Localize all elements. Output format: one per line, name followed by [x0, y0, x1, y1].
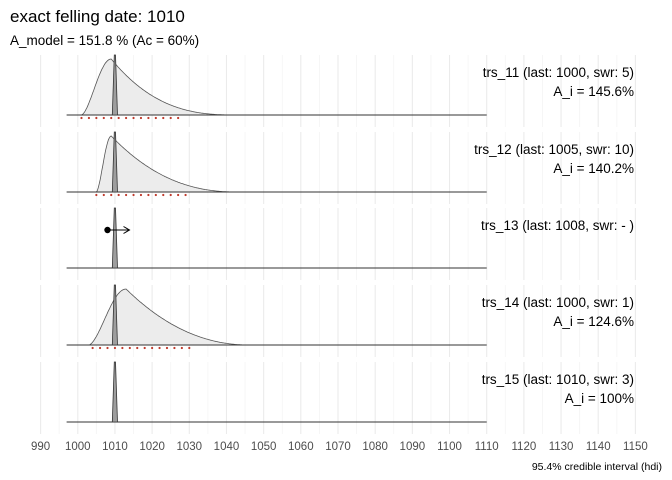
hdi-dot — [162, 116, 165, 120]
hdi-dot — [117, 116, 120, 120]
panel-series-label: trs_11 (last: 1000, swr: 5) — [483, 65, 634, 80]
x-tick-label: 1060 — [288, 441, 314, 453]
hdi-dot — [106, 346, 109, 350]
hdi-dot — [147, 116, 150, 120]
hdi-dot — [173, 346, 176, 350]
hdi-dot — [147, 193, 150, 197]
panel-4: trs_14 (last: 1000, swr: 1) A_i = 124.6% — [66, 284, 634, 350]
hdi-dot — [154, 193, 157, 197]
hdi-dot — [139, 193, 143, 197]
x-tick-label: 990 — [31, 441, 50, 453]
hdi-dot — [124, 116, 128, 120]
x-tick-label: 1100 — [437, 441, 462, 453]
chart-title: exact felling date: 1010 — [10, 7, 185, 26]
hdi-dot — [162, 193, 165, 197]
hdi-dot — [139, 116, 143, 120]
hdi-dot — [121, 346, 124, 350]
arrow-head — [123, 226, 131, 234]
x-axis: 990 1000 1010 1020 1030 1040 1050 1060 1070 1080 1… — [31, 441, 648, 453]
hdi-dot — [188, 346, 191, 350]
x-tick-label: 1000 — [65, 441, 91, 453]
x-tick-label: 1070 — [325, 441, 351, 453]
hdi-dot — [102, 193, 105, 197]
x-tick-label: 1090 — [400, 441, 426, 453]
panel-2: trs_12 (last: 1005, swr: 10) A_i = 140.2% — [66, 131, 634, 197]
x-tick-label: 1080 — [362, 441, 388, 453]
panel-agreement-label: A_i = 145.6% — [553, 84, 634, 99]
panel-1: trs_11 (last: 1000, swr: 5) A_i = 145.6% — [66, 54, 634, 120]
hdi-dot — [128, 346, 131, 350]
panel-agreement-label: A_i = 124.6% — [553, 314, 634, 329]
last-ring-point — [104, 226, 111, 234]
x-tick-label: 1130 — [549, 441, 574, 453]
x-tick-label: 1050 — [251, 441, 277, 453]
hdi-dot — [180, 346, 183, 350]
hdi-dot — [158, 346, 161, 350]
hdi-dot — [91, 346, 94, 350]
x-tick-label: 1120 — [512, 441, 537, 453]
hdi-dot — [132, 193, 135, 197]
x-tick-label: 1110 — [475, 441, 499, 453]
chart-caption: 95.4% credible interval (hdi) — [532, 461, 662, 473]
hdi-dot — [136, 346, 139, 350]
hdi-dot — [102, 116, 105, 120]
x-tick-label: 1150 — [623, 441, 648, 453]
density-curve — [79, 58, 238, 116]
density-curve — [95, 135, 238, 193]
x-tick-label: 1140 — [586, 441, 611, 453]
x-tick-label: 1020 — [139, 441, 165, 453]
felling-date-spike — [111, 361, 118, 423]
hdi-dot — [87, 116, 91, 120]
hdi-dot — [151, 346, 154, 350]
hdi-dot — [124, 193, 128, 197]
felling-date-spike — [111, 131, 118, 193]
panel-agreement-label: A_i = 140.2% — [553, 161, 634, 176]
hdi-dot — [95, 116, 98, 120]
hdi-dot — [177, 116, 180, 120]
chart-subtitle: A_model = 151.8 % (Ac = 60%) — [10, 33, 199, 48]
felling-date-spike — [111, 207, 118, 269]
hdi-dot — [154, 116, 157, 120]
felling-date-spike — [111, 284, 118, 346]
x-tick-label: 1030 — [176, 441, 202, 453]
panel-series-label: trs_13 (last: 1008, swr: - ) — [481, 218, 634, 233]
hdi-dot — [184, 193, 187, 197]
panel-series-label: trs_12 (last: 1005, swr: 10) — [474, 142, 634, 157]
hdi-dot — [80, 116, 83, 120]
hdi-dot — [117, 193, 120, 197]
panel-series-label: trs_14 (last: 1000, swr: 1) — [482, 295, 634, 310]
panel-layer: trs_11 (last: 1000, swr: 5)A_i = 145.6%t… — [66, 54, 634, 423]
panel-series-label: trs_15 (last: 1010, swr: 3) — [482, 372, 634, 387]
x-tick-label: 1040 — [214, 441, 240, 453]
hdi-dot — [110, 193, 113, 197]
hdi-dot — [143, 346, 146, 350]
hdi-dot — [165, 346, 169, 350]
hdi-dot — [110, 116, 113, 120]
hdi-dot — [113, 346, 117, 350]
hdi-dot — [169, 193, 172, 197]
hdi-dot — [98, 346, 102, 350]
hdi-dot — [95, 193, 98, 197]
x-tick-label: 1010 — [102, 441, 128, 453]
panel-agreement-label: A_i = 100% — [565, 391, 634, 406]
panel-3: trs_13 (last: 1008, swr: - ) — [66, 207, 634, 269]
panel-5: trs_15 (last: 1010, swr: 3) A_i = 100% — [66, 361, 634, 423]
felling-date-spike — [111, 54, 118, 116]
hdi-dot — [169, 116, 172, 120]
hdi-dot — [132, 116, 135, 120]
hdi-dot — [177, 193, 180, 197]
